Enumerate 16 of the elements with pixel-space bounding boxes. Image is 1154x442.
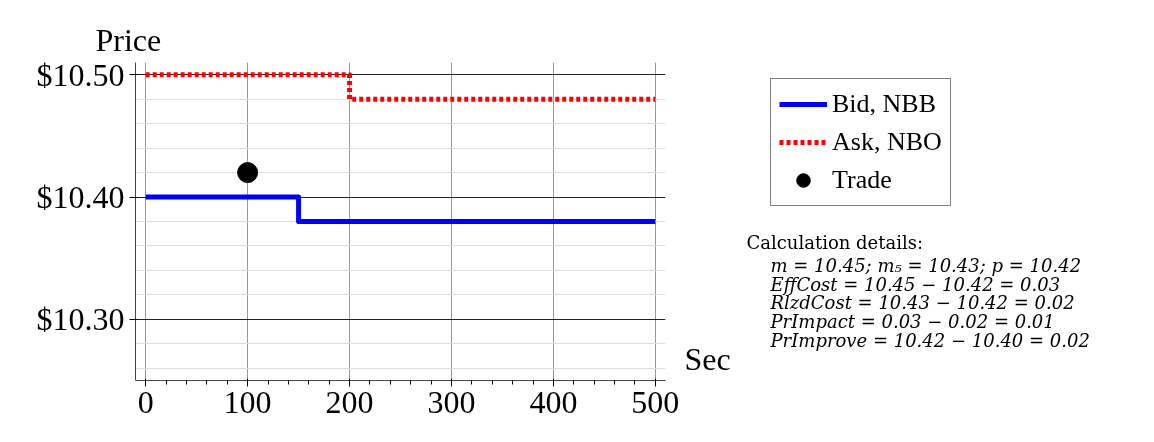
x-tick-label: 100 — [223, 383, 272, 420]
y-tick-label: $10.50 — [36, 56, 125, 93]
x-tick-label: 200 — [325, 383, 374, 420]
y-axis-title: Price — [95, 21, 162, 58]
x-axis-title: Sec — [684, 340, 731, 377]
legend-label: Ask, NBO — [832, 127, 942, 157]
text: Calculation details: — [746, 231, 924, 253]
y-tick-label: $10.40 — [36, 179, 125, 216]
x-tick-label: 400 — [529, 383, 578, 420]
text: PrImpact = 0.03 − 0.02 = 0.01 — [769, 311, 1055, 332]
y-tick-label: $10.30 — [36, 301, 125, 338]
x-tick-label: 500 — [631, 383, 680, 420]
x-tick-label: 0 — [137, 383, 154, 420]
legend-label: Trade — [832, 165, 892, 195]
legend-label: Bid, NBB — [832, 89, 937, 119]
x-tick-label: 300 — [427, 383, 476, 420]
